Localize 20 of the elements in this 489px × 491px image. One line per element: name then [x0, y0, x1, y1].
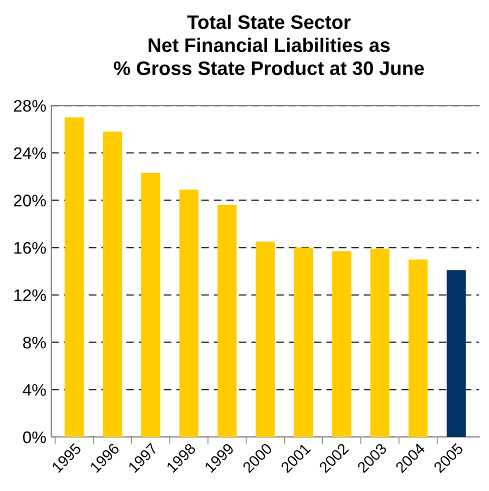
bar: [332, 251, 352, 437]
bar: [446, 270, 466, 437]
y-tick-label: 12%: [14, 289, 46, 302]
bar: [294, 248, 314, 437]
bar: [64, 117, 84, 437]
bar: [408, 259, 428, 437]
bar: [370, 248, 390, 437]
y-tick-label: 0%: [23, 431, 46, 444]
bar: [179, 190, 198, 437]
y-tick-label: 20%: [14, 194, 46, 206]
y-tick-label: 28%: [14, 100, 46, 112]
y-tick-label: 24%: [14, 147, 46, 160]
y-tick-label: 4%: [22, 384, 46, 396]
bar: [141, 173, 160, 437]
y-tick-label: 8%: [23, 336, 46, 348]
chart-title: Total State Sector Net Financial Liabilities as % Gross State Product at 30 June: [114, 14, 424, 76]
bar: [218, 204, 237, 437]
y-tick-label: 16%: [14, 242, 46, 254]
bar: [256, 242, 275, 437]
bar: [102, 132, 122, 437]
